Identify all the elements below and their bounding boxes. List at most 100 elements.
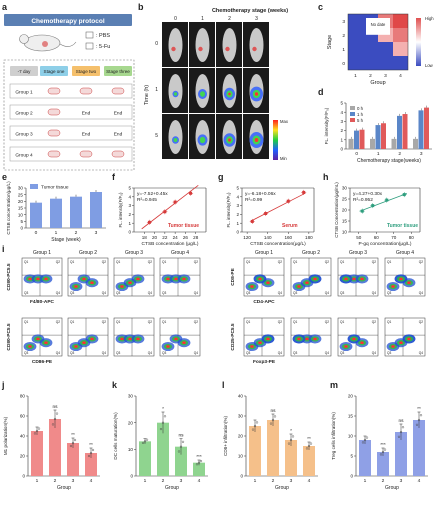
axis-xlabel: P-gq concentration(μg/L): [359, 241, 412, 247]
x-tick-label: 22: [162, 235, 168, 240]
density-red: [174, 277, 178, 281]
x-tick-label: 3: [180, 478, 183, 484]
x-tick-label: 1: [364, 478, 367, 484]
y-tick-label: 5: [340, 101, 343, 106]
mouse-body: [23, 34, 61, 52]
axis-ylabel: CD8+ infiltration(%): [223, 416, 228, 456]
y-tick-label: 0: [128, 230, 131, 235]
tumor-spot: [171, 46, 176, 52]
flow-group-label: Group 3: [125, 250, 143, 256]
imaging-title: Chemotherapy stage (weeks): [212, 8, 288, 14]
tumor-spot: [252, 46, 257, 52]
pill-icon: [79, 150, 93, 158]
end-label: End: [114, 111, 123, 117]
quadrant-label: Q3: [162, 351, 166, 355]
density-red: [44, 277, 48, 281]
data-point: [55, 412, 59, 415]
quadrant-label: Q3: [293, 291, 297, 295]
data-point: [163, 210, 167, 214]
quadrant-label: Q4: [56, 291, 60, 295]
fu-icon: [85, 42, 94, 50]
significance-label: ns: [52, 405, 58, 410]
density-red: [352, 277, 356, 281]
y-tick-label: 0: [350, 474, 353, 479]
quadrant-label: Q2: [372, 320, 376, 324]
heatmap-cell: [363, 56, 378, 70]
quadrant-label: Q1: [162, 260, 166, 264]
y-tick-label: 1: [128, 221, 131, 226]
density-red: [399, 341, 403, 345]
bar: [397, 115, 402, 149]
density-red: [136, 337, 140, 341]
bar: [375, 125, 381, 149]
data-point: [189, 191, 193, 195]
quadrant-label: Q3: [340, 291, 344, 295]
density-red: [313, 337, 317, 341]
x-tick-label: 0: [35, 230, 38, 236]
y-tick-label: 40: [238, 394, 244, 399]
signal-green: [200, 91, 205, 97]
data-point: [399, 430, 403, 434]
end-label: End: [82, 111, 91, 117]
heatmap-cell: [393, 14, 408, 28]
flow-group-label: Group 1: [255, 250, 273, 256]
flow-group-label: Group 1: [33, 250, 51, 256]
y-tick-label: 1: [340, 137, 343, 142]
panel-letter: d: [318, 87, 324, 97]
quadrant-label: Q3: [387, 351, 391, 355]
data-point: [401, 426, 405, 429]
density-red: [258, 277, 262, 281]
data-point: [251, 428, 255, 431]
significance-label: **: [417, 406, 421, 412]
heatmap-cell: [348, 42, 363, 56]
x-tick-label: 1: [254, 478, 257, 484]
x-tick-label: 180: [305, 235, 313, 240]
y-tick-label: 0: [130, 474, 133, 479]
heatmap-cell: [393, 28, 408, 42]
bar: [50, 198, 62, 228]
bar: [139, 441, 151, 476]
y-tick-label: 4: [236, 194, 239, 199]
bar: [370, 138, 375, 149]
y-tick-label: 10: [128, 447, 134, 452]
quadrant-label: Q1: [24, 260, 28, 264]
data-point: [361, 441, 365, 444]
y-tick-label: 1: [236, 221, 239, 226]
quadrant-label: Q3: [246, 351, 250, 355]
y-tick-label: 20: [128, 420, 134, 425]
data-point: [141, 441, 145, 445]
bar: [267, 420, 279, 476]
heatmap-cell: [348, 28, 363, 42]
data-point: [145, 438, 149, 441]
x-tick-label: 140: [264, 235, 272, 240]
axis-xlabel: Group: [57, 485, 71, 491]
density-red: [174, 337, 178, 341]
heatmap-note: No date: [371, 22, 386, 27]
y-tick-label: 30: [128, 394, 134, 399]
quadrant-label: Q4: [372, 351, 376, 355]
bar: [49, 419, 61, 476]
panel-letter: e: [2, 172, 7, 182]
quadrant-label: Q2: [194, 260, 198, 264]
data-point: [73, 438, 77, 442]
panel-letter: k: [112, 380, 118, 390]
legend-pbs: : PBS: [96, 33, 110, 39]
x-tick-label: 4: [418, 478, 421, 484]
panel-letter: m: [330, 380, 338, 390]
x-tick-label: 24: [173, 235, 179, 240]
bar: [413, 420, 425, 476]
stage-header-label: Stage three: [106, 69, 130, 74]
quadrant-label: Q4: [372, 291, 376, 295]
stage-header: [104, 66, 132, 76]
flow-group-label: Group 3: [349, 250, 367, 256]
density-red: [250, 345, 254, 348]
data-point: [179, 445, 183, 448]
signal-red: [228, 92, 231, 96]
x-tick-label: 18: [142, 235, 148, 240]
significance-label: ***: [380, 442, 386, 448]
quadrant-label: Q3: [116, 351, 120, 355]
mouse-head: [19, 34, 29, 44]
heatmap-xtick: 3: [384, 73, 387, 79]
quadrant-label: Q2: [148, 260, 152, 264]
